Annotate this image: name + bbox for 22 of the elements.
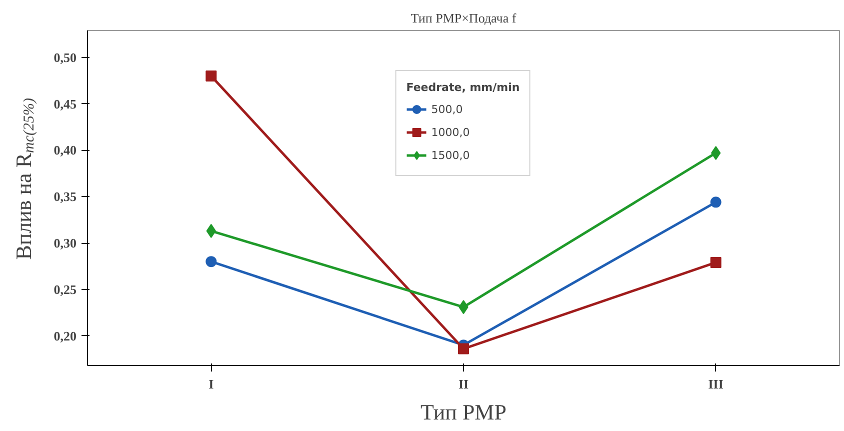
legend-label: 1000,0 xyxy=(431,126,470,138)
x-tick-label: I xyxy=(208,376,214,392)
x-tick-label: III xyxy=(708,376,724,392)
legend-label: 1500,0 xyxy=(431,148,470,162)
point xyxy=(206,256,217,268)
y-axis-title: Вплив на Rmc(25%) xyxy=(11,98,38,260)
y-tick-label: 0,25 xyxy=(54,282,77,297)
y-tick-label: 0,20 xyxy=(54,328,76,344)
y-tick-label: 0,50 xyxy=(54,50,76,65)
legend-label: 500,0 xyxy=(431,102,463,116)
y-tick-label: 0,40 xyxy=(54,142,76,158)
chart-title: Тип РМР×Подача f xyxy=(410,10,517,26)
x-tick-label: II xyxy=(458,376,469,392)
y-tick-label: 0,30 xyxy=(54,236,76,251)
y-tick-label: 0,45 xyxy=(54,96,77,112)
y-tick-label: 0,35 xyxy=(54,189,77,204)
point xyxy=(458,343,469,354)
x-axis-title: Тип РМР xyxy=(420,400,506,424)
point xyxy=(710,196,722,208)
point xyxy=(206,70,217,82)
point xyxy=(710,256,722,268)
legend-title: Feedrate, mm/min xyxy=(406,81,520,94)
